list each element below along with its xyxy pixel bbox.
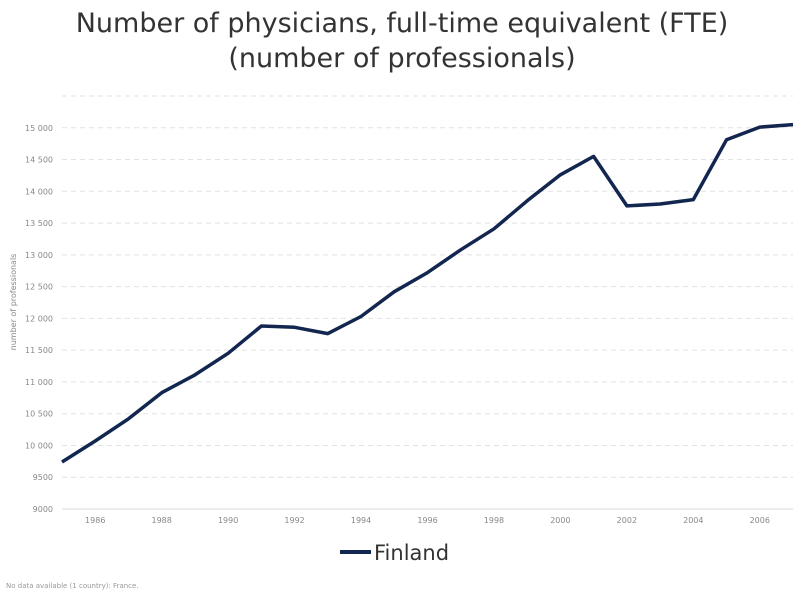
y-tick-label: 11 500 xyxy=(25,346,53,355)
data-point xyxy=(191,371,199,379)
data-point xyxy=(291,323,299,331)
y-tick-label: 15 000 xyxy=(25,124,53,133)
x-tick-label: 1990 xyxy=(218,516,238,525)
x-tick-label: 1988 xyxy=(152,516,172,525)
x-tick-label: 2004 xyxy=(683,516,703,525)
y-axis-ticks: 9000 9500 10 000 10 500 11 000 11 500 12 000 12… xyxy=(25,124,53,514)
y-tick-label: 11 000 xyxy=(25,378,53,387)
data-point xyxy=(457,246,465,254)
y-tick-label: 14 000 xyxy=(25,187,53,196)
data-point xyxy=(357,312,365,320)
y-axis-label: number of professionals xyxy=(9,254,18,351)
x-tick-label: 1998 xyxy=(484,516,504,525)
data-point xyxy=(756,123,764,131)
data-point xyxy=(124,415,132,423)
data-point xyxy=(723,136,731,144)
y-tick-label: 14 500 xyxy=(25,156,53,165)
y-tick-label: 9000 xyxy=(33,505,53,514)
series-lines xyxy=(58,121,797,466)
data-point xyxy=(556,171,564,179)
data-point xyxy=(789,121,797,129)
legend-item-finland[interactable]: Finland xyxy=(340,541,449,565)
data-point xyxy=(490,225,498,233)
data-point xyxy=(590,152,598,160)
x-tick-label: 1986 xyxy=(85,516,105,525)
y-tick-label: 13 000 xyxy=(25,251,53,260)
data-point xyxy=(58,458,66,466)
y-tick-label: 12 000 xyxy=(25,314,53,323)
x-tick-label: 2006 xyxy=(750,516,770,525)
y-tick-label: 13 500 xyxy=(25,219,53,228)
data-point xyxy=(623,202,631,210)
y-tick-label: 12 500 xyxy=(25,283,53,292)
chart-title-line-1: Number of physicians, full-time equivale… xyxy=(76,8,729,39)
chart-title: Number of physicians, full-time equivale… xyxy=(76,8,729,74)
x-tick-label: 1994 xyxy=(351,516,371,525)
data-point xyxy=(523,197,531,205)
x-tick-label: 1996 xyxy=(417,516,437,525)
data-point xyxy=(158,389,166,397)
legend-label: Finland xyxy=(374,541,449,565)
data-point xyxy=(424,269,432,277)
data-point xyxy=(257,322,265,330)
legend[interactable]: Finland xyxy=(340,541,449,565)
y-tick-label: 10 500 xyxy=(25,410,53,419)
data-point xyxy=(656,200,664,208)
data-point xyxy=(689,196,697,204)
chart-title-line-2: (number of professionals) xyxy=(228,43,575,74)
data-point xyxy=(324,330,332,338)
x-tick-label: 2002 xyxy=(617,516,637,525)
y-tick-label: 10 000 xyxy=(25,441,53,450)
x-tick-label: 2000 xyxy=(550,516,570,525)
data-point xyxy=(91,437,99,445)
data-point xyxy=(224,349,232,357)
x-tick-label: 1992 xyxy=(284,516,304,525)
y-tick-label: 9500 xyxy=(33,473,53,482)
data-point xyxy=(390,288,398,296)
series-line-finland xyxy=(61,122,794,464)
x-axis-ticks: 1986 1988 1990 1992 1994 1996 1998 2000 2002 2004… xyxy=(85,516,770,525)
footnote: No data available (1 country): France. xyxy=(6,582,139,590)
gridlines xyxy=(62,95,793,510)
